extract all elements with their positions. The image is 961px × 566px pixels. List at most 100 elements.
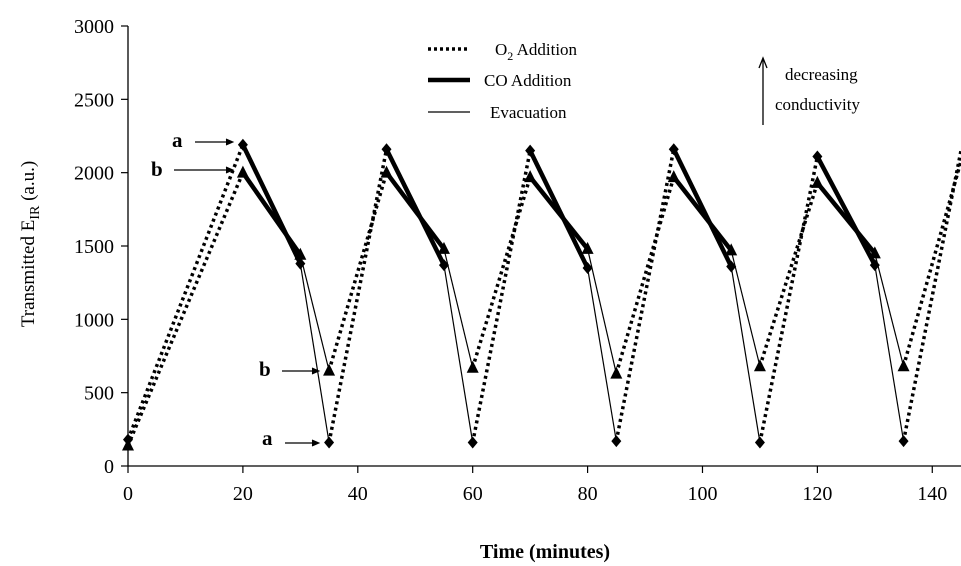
data-point-triangle xyxy=(466,360,479,373)
y-tick-label: 2500 xyxy=(74,89,114,111)
annotation-b-bottom: b xyxy=(259,357,321,381)
series-b xyxy=(126,160,961,447)
data-point-triangle xyxy=(897,359,910,372)
series-a-segment-thin xyxy=(874,264,905,442)
data-point-diamond xyxy=(582,262,593,274)
series-b-segment-thin xyxy=(587,248,617,374)
x-tick-label: 0 xyxy=(123,483,133,505)
series-a-segment-dotted xyxy=(614,148,676,442)
series-b-segment-dotted xyxy=(614,176,676,375)
data-point-triangle xyxy=(524,170,537,183)
series-a-segment-thin xyxy=(730,266,761,443)
y-tick-label: 0 xyxy=(104,456,114,478)
series-b-segment-dotted xyxy=(471,176,532,369)
data-point-triangle xyxy=(753,359,766,372)
series-a-segment-thick xyxy=(528,149,590,269)
data-point-triangle xyxy=(725,243,738,256)
data-point-triangle xyxy=(667,170,680,183)
data-point-diamond xyxy=(295,257,306,270)
x-tick-label: 60 xyxy=(463,483,483,505)
data-point-triangle xyxy=(380,165,393,178)
data-point-diamond xyxy=(237,138,248,151)
data-point-diamond xyxy=(611,435,622,448)
y-axis-title: Transmitted EIR (a.u.) xyxy=(18,161,43,327)
annotation-b-top: b xyxy=(151,157,235,181)
series-b-segment-dotted xyxy=(126,171,245,447)
x-tick-label: 120 xyxy=(802,483,832,505)
data-point-triangle xyxy=(868,246,881,259)
legend-label-o2-rest: Addition xyxy=(513,40,577,59)
data-point-triangle xyxy=(610,366,623,379)
data-point-diamond xyxy=(324,436,335,449)
x-tick-label: 40 xyxy=(348,483,368,505)
series-a-segment-dotted xyxy=(901,150,961,442)
series-a-segment-thin xyxy=(586,267,617,442)
svg-text:b: b xyxy=(151,157,163,181)
data-point-diamond xyxy=(898,435,909,448)
y-axis-title-subscript: IR xyxy=(28,205,43,220)
data-point-diamond xyxy=(525,144,536,157)
legend-label-o2-subscript: 2 xyxy=(507,49,513,63)
series-b-segment-thin xyxy=(874,253,905,367)
up-arrow-head-icon xyxy=(758,56,768,69)
markers-layer xyxy=(122,138,910,451)
annotations: a b b a xyxy=(151,128,321,450)
x-tick-label: 80 xyxy=(578,483,598,505)
conductivity-note: decreasing conductivity xyxy=(758,56,860,125)
series-a-segment-dotted xyxy=(327,148,389,443)
data-point-triangle xyxy=(294,247,307,260)
series-a-segment-thin xyxy=(443,264,474,443)
annotation-a-bottom: a xyxy=(262,426,321,450)
series-a-segment-dotted xyxy=(758,156,820,443)
svg-text:a: a xyxy=(172,128,183,152)
legend-label-co: CO Addition xyxy=(484,71,572,90)
x-tick-label: 20 xyxy=(233,483,253,505)
data-point-diamond xyxy=(726,260,737,273)
series-b-segment-thick xyxy=(241,171,303,257)
series-a-segment-thin xyxy=(299,263,330,443)
data-point-diamond xyxy=(467,436,478,449)
series-a-segment-thick xyxy=(815,155,877,267)
series-b-segment-thick xyxy=(384,171,446,251)
series-b-segment-dotted xyxy=(327,172,389,372)
x-axis-title: Time (minutes) xyxy=(480,541,610,563)
data-point-triangle xyxy=(236,165,249,178)
y-tick-label: 3000 xyxy=(74,16,114,38)
data-point-diamond xyxy=(438,259,449,272)
x-tick-label: 140 xyxy=(917,483,947,505)
data-point-triangle xyxy=(581,241,594,254)
data-point-diamond xyxy=(754,436,765,449)
series-b-segment-thick xyxy=(815,181,877,255)
legend-label-o2: O2 Addition xyxy=(495,40,578,63)
series-layer xyxy=(126,143,961,447)
data-point-triangle xyxy=(437,241,450,254)
series-b-segment-thick xyxy=(671,175,733,252)
data-point-diamond xyxy=(668,143,679,156)
series-a-segment-dotted xyxy=(470,150,532,443)
series-b-segment-dotted xyxy=(901,160,961,367)
svg-text:a: a xyxy=(262,426,273,450)
series-b-segment-dotted xyxy=(758,182,820,367)
series-b-segment-thin xyxy=(730,250,761,367)
data-point-triangle xyxy=(323,363,336,376)
data-point-triangle xyxy=(122,438,134,451)
legend-label-evacuation: Evacuation xyxy=(490,103,567,122)
series-b-segment-thin xyxy=(443,248,474,368)
y-axis-title-suffix: (a.u.) xyxy=(18,161,39,206)
series-b-segment-thin xyxy=(299,254,330,371)
data-point-triangle xyxy=(811,175,824,188)
series-b-markers xyxy=(122,165,910,451)
annotation-a-top: a xyxy=(172,128,235,152)
data-point-diamond xyxy=(381,143,392,156)
data-point-diamond xyxy=(812,150,823,163)
series-b-segment-thick xyxy=(528,175,590,251)
series-a-markers xyxy=(123,138,909,449)
y-tick-label: 2000 xyxy=(74,163,114,185)
note-line-2: conductivity xyxy=(775,95,860,114)
axes: 0 500 1000 1500 2000 2500 3000 0 20 40 60 80 100 120 1… xyxy=(74,16,961,505)
x-tick-label: 100 xyxy=(687,483,717,505)
series-a-segment-thick xyxy=(671,148,734,268)
note-line-1: decreasing xyxy=(785,65,858,84)
series-a-segment-dotted xyxy=(126,144,245,441)
